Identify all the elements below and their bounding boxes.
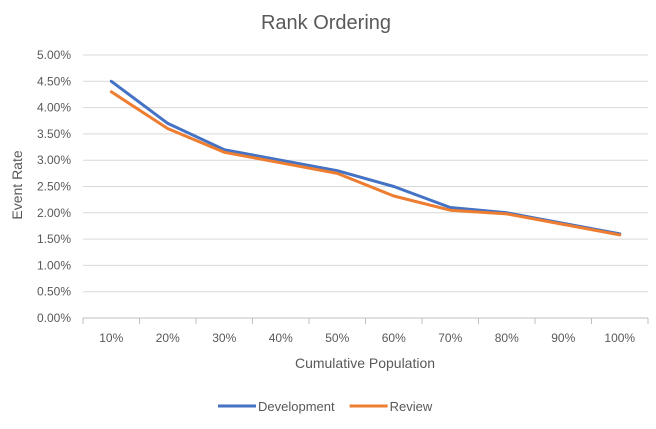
x-tick-label: 100% bbox=[604, 331, 635, 345]
series-line-development bbox=[109, 79, 622, 236]
x-tick-label: 90% bbox=[551, 331, 575, 345]
y-tick-label: 3.00% bbox=[37, 153, 71, 167]
legend-label: Review bbox=[390, 399, 433, 414]
y-tick-label: 4.00% bbox=[37, 101, 71, 115]
y-tick-label: 5.00% bbox=[37, 48, 71, 62]
chart-title: Rank Ordering bbox=[261, 12, 391, 34]
x-tick-label: 40% bbox=[269, 331, 293, 345]
series-lines bbox=[109, 79, 622, 237]
legend: Development Review bbox=[218, 399, 433, 414]
y-tick-label: 3.50% bbox=[37, 127, 71, 141]
y-axis-label: Event Rate bbox=[9, 150, 25, 219]
x-tick-label: 60% bbox=[382, 331, 406, 345]
grid-lines bbox=[83, 54, 648, 319]
x-tick-label: 70% bbox=[438, 331, 462, 345]
x-tick-label: 50% bbox=[325, 331, 349, 345]
x-tick-label: 80% bbox=[495, 331, 519, 345]
legend-item-development: Development bbox=[218, 399, 335, 414]
x-tick-label: 30% bbox=[212, 331, 236, 345]
x-axis-label: Cumulative Population bbox=[295, 355, 435, 371]
x-tick-label: 20% bbox=[156, 331, 180, 345]
y-tick-label: 1.50% bbox=[37, 232, 71, 246]
y-tick-label: 0.00% bbox=[37, 311, 71, 325]
y-tick-label: 1.00% bbox=[37, 258, 71, 272]
y-tick-label: 4.50% bbox=[37, 74, 71, 88]
y-axis-ticks: 0.00% 0.50% 1.00% 1.50% 2.00% 2.50% 3.00% 3.50%… bbox=[37, 48, 71, 325]
series-line-review bbox=[109, 90, 622, 237]
x-tick-label: 10% bbox=[99, 331, 123, 345]
y-tick-label: 2.50% bbox=[37, 180, 71, 194]
legend-item-review: Review bbox=[349, 399, 433, 414]
y-tick-label: 2.00% bbox=[37, 206, 71, 220]
x-axis-ticks: 10% 20% 30% 40% 50% 60% 70% 80% 90% 100% bbox=[82, 318, 649, 345]
legend-label: Development bbox=[258, 399, 335, 414]
y-tick-label: 0.50% bbox=[37, 285, 71, 299]
